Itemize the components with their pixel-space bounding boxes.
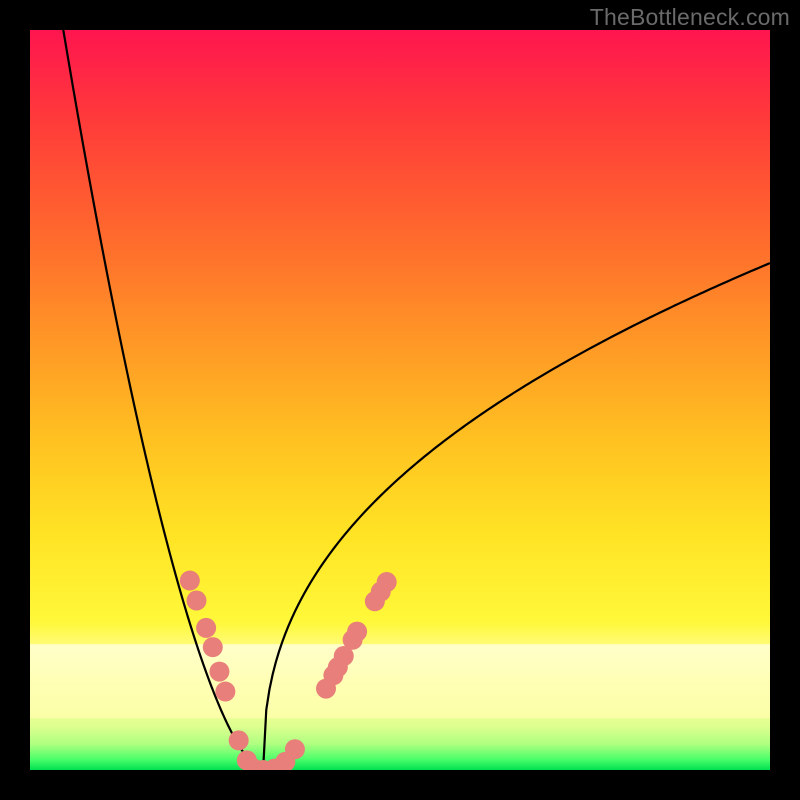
data-point	[187, 591, 207, 611]
data-point	[347, 622, 367, 642]
chart-pale-band	[30, 644, 770, 718]
bottleneck-chart	[0, 0, 800, 800]
data-point	[377, 572, 397, 592]
data-point	[203, 637, 223, 657]
data-point	[229, 730, 249, 750]
data-point	[209, 662, 229, 682]
data-point	[285, 739, 305, 759]
watermark-text: TheBottleneck.com	[590, 4, 790, 31]
data-point	[215, 682, 235, 702]
data-point	[196, 618, 216, 638]
data-point	[180, 571, 200, 591]
